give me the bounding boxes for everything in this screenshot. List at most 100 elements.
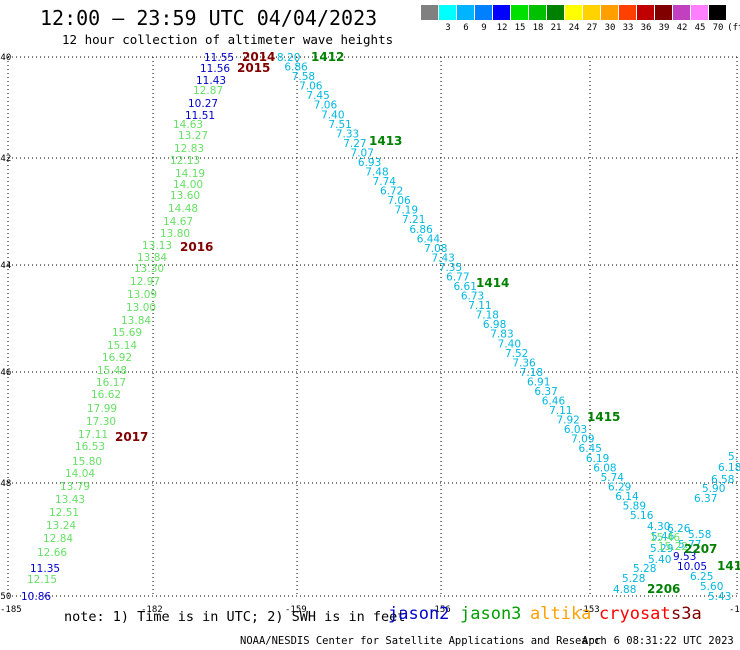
track-time-label: 1412 [311,50,344,64]
swh-value-s3a: 6.91 [527,376,550,388]
legend-satellite-cryosat: cryosat [599,604,671,624]
swh-value-jason3: 13.27 [178,130,208,142]
swh-value-s3a: 7.74 [373,176,397,188]
swh-value-jason3: 13.00 [126,302,156,314]
swh-value-s3b: 5. [728,451,738,463]
colorbar-label: 36 [640,23,652,33]
colorbar-swatch [673,5,690,20]
swh-value-s3a: 6.37 [534,386,557,398]
colorbar-unit: (ft) [727,23,740,33]
swh-value-s3a: 6.45 [579,443,602,455]
track-time-label: 1414 [476,276,509,290]
track-time-label: 2207 [684,542,717,556]
swh-value-s3a: 6.08 [593,462,616,474]
swh-value-s3b: 6.25 [690,571,713,583]
colorbar-label: 15 [514,23,526,33]
swh-value-jason3: 12.13 [170,155,200,167]
swh-value-jason3: 14.48 [168,203,198,215]
colorbar-swatch [619,5,636,20]
swh-value-s3a: 6.19 [586,453,609,465]
track-time-label: 2015 [237,61,270,75]
swh-value-s3b: 5.40 [648,554,671,566]
swh-value-jason2: 11.43 [196,75,226,87]
swh-value-jason2: 10.05 [677,561,707,573]
swh-value-s3a: 6.29 [608,481,631,493]
swh-value-s3b: 5.90 [702,483,725,495]
swh-value-s3a: 7.11 [468,300,491,312]
swh-value-s3a: 7.11 [549,405,572,417]
swh-value-s3b: 5.28 [633,563,656,575]
colorbar-swatch [547,5,564,20]
swh-value-s3b: 6.26 [667,523,691,535]
track-time-label: 2014 [242,50,275,64]
colorbar-swatch [511,5,528,20]
swh-value-jason3: 16.92 [102,352,132,364]
swh-value-s3a: 6.72 [380,186,403,198]
colorbar-swatch [475,5,492,20]
colorbar-swatch [439,5,456,20]
swh-value-s3b: 6.58 [711,474,734,486]
swh-value-jason3: 12.83 [174,143,204,155]
swh-value-s3a: 7.33 [336,128,359,140]
swh-value-s3a: 6.73 [461,291,484,303]
swh-value-jason3: 15.46 [650,532,680,544]
lat-tick-label: -46 [0,368,11,378]
colorbar-label: 24 [568,23,580,33]
swh-value-jason2: 11.35 [30,563,60,575]
colorbar-label: 27 [586,23,598,33]
colorbar-swatch [583,5,600,20]
swh-value-s3a: 7.45 [306,90,329,102]
swh-value-jason3: 12.87 [193,85,223,97]
swh-value-jason3: 13.79 [60,481,90,493]
swh-value-s3a: 6.03 [564,424,587,436]
swh-value-s3a: 6.86 [409,224,433,236]
swh-value-jason3: 13.60 [170,190,200,202]
swh-value-s3b: 4.88 [613,584,636,596]
swh-value-s3a: 8.20 [277,52,300,64]
swh-value-jason3: 17.30 [86,416,116,428]
swh-value-jason2: 11.56 [200,63,230,75]
swh-value-jason3: 14.19 [175,168,205,180]
swh-value-jason3: 13.09 [127,289,157,301]
swh-value-s3b: 5.29 [650,543,673,555]
swh-value-jason3: 14.04 [65,468,95,480]
swh-value-s3a: 7.40 [498,338,521,350]
lon-tick-label: -159 [285,605,307,615]
swh-value-jason3: 12.97 [130,276,160,288]
colorbar-label: 12 [496,23,508,33]
legend-satellite-jason3: jason3 [460,604,522,624]
swh-value-jason3: 15.22 [658,541,688,553]
swh-value-jason3: 13.30 [134,263,164,275]
track-time-label: 141 [717,559,740,573]
swh-value-s3b: 5.77 [678,539,701,551]
colorbar-swatch [637,5,654,20]
colorbar-swatch [457,5,474,20]
swh-value-jason3: 15.69 [112,327,142,339]
colorbar-label: 9 [481,23,487,33]
swh-value-s3b: 6.18 [718,462,740,474]
swh-value-s3a: 7.21 [402,214,425,226]
swh-value-s3a: 6.77 [446,271,469,283]
swh-value-s3a: 6.46 [542,396,566,408]
swh-value-s3a: 6.98 [483,319,506,331]
track-time-label: 2017 [115,430,148,444]
swh-value-s3a: 7.08 [424,243,447,255]
legend-satellite-jason2: jason2 [388,604,450,624]
lon-tick-label: -153 [578,605,600,615]
swh-value-jason3: 14.63 [173,119,203,131]
swh-value-s3a: 6.93 [358,157,381,169]
swh-value-s3a: 7.18 [476,310,499,322]
swh-value-s3a: 7.19 [395,205,418,217]
swh-value-jason3: 16.17 [96,377,126,389]
swh-value-s3b: 5.43 [708,591,731,603]
swh-value-s3b: 4.30 [647,521,670,533]
swh-value-s3a: 7.06 [314,100,338,112]
colorbar-label: 18 [532,23,544,33]
colorbar-label: 33 [622,23,634,33]
swh-value-jason3: 13.80 [160,228,190,240]
swh-value-s3a: 6.14 [615,491,639,503]
colorbar-label: 6 [463,23,469,33]
swh-value-jason3: 16.62 [91,389,121,401]
swh-value-jason3: 12.15 [27,574,57,586]
swh-value-s3b: 5.58 [688,529,711,541]
